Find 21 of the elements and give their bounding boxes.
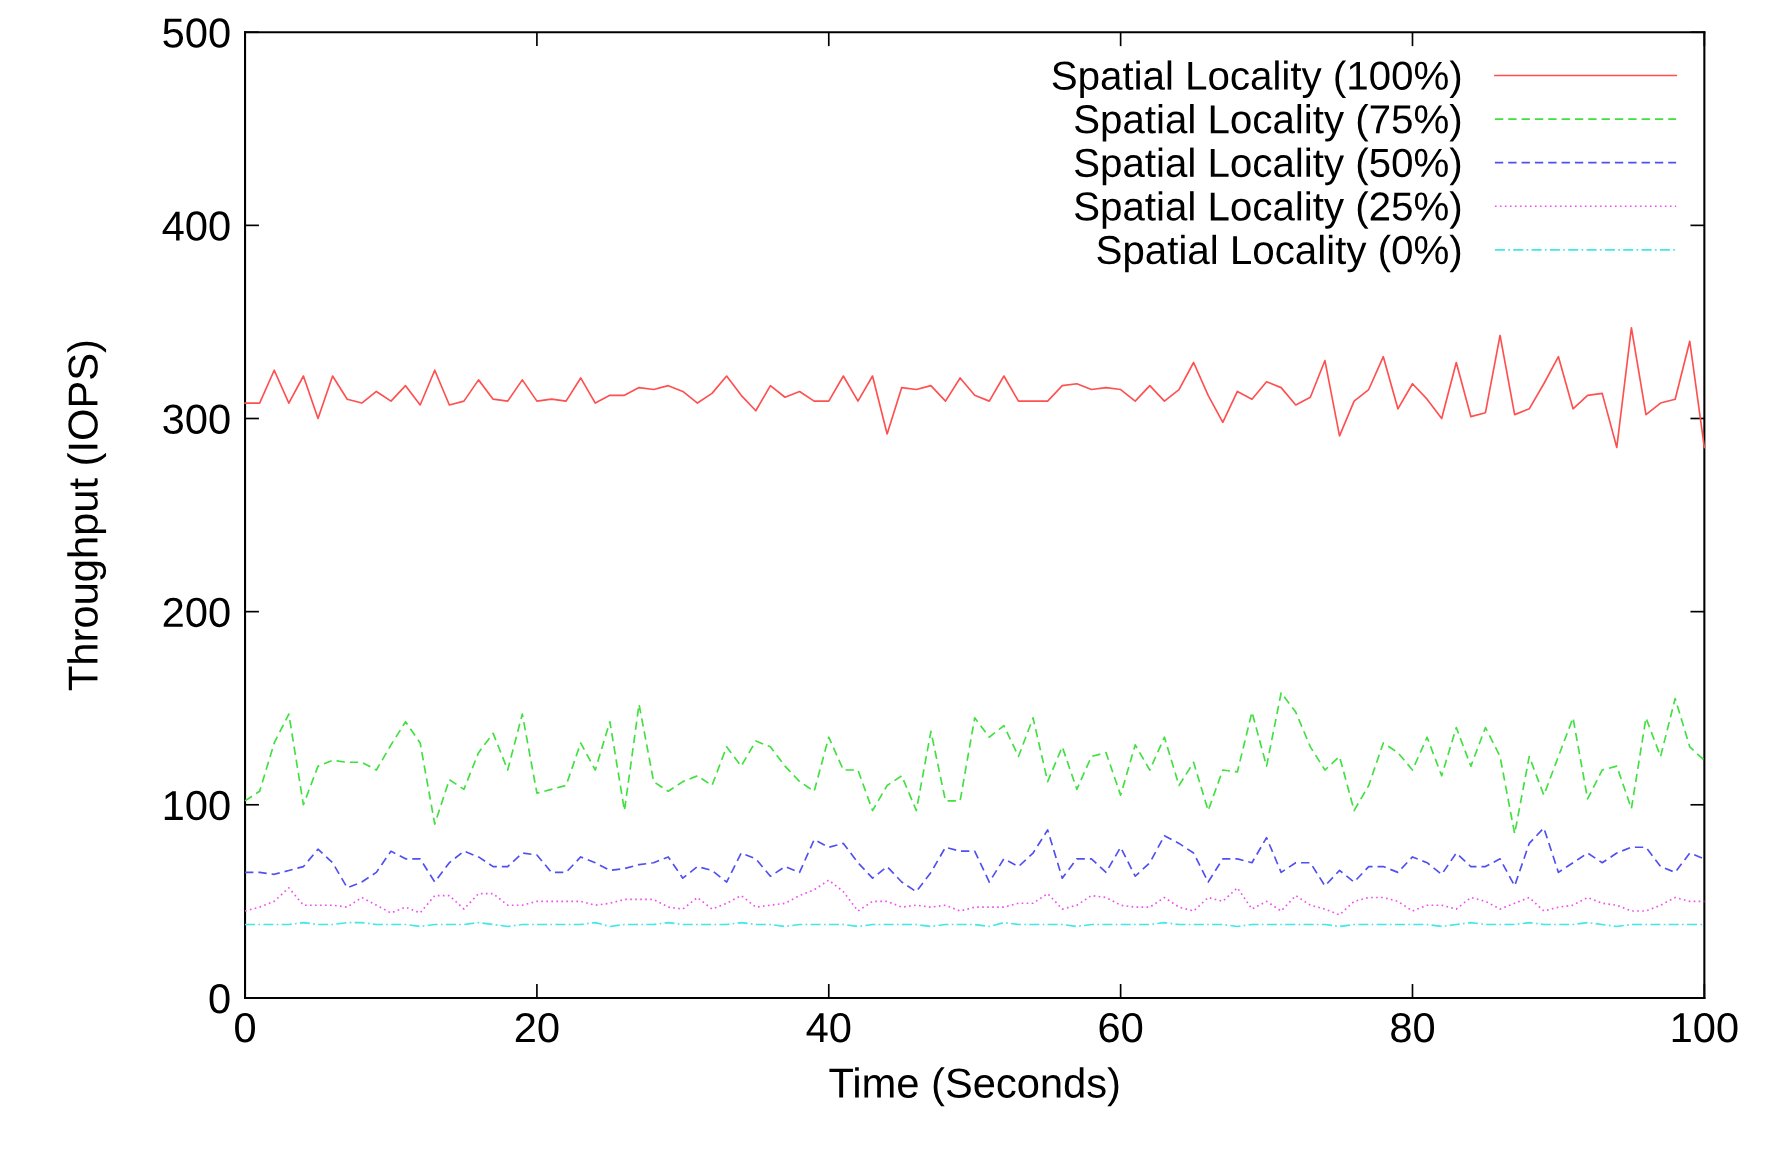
legend-label: Spatial Locality (25%) (1074, 191, 1461, 229)
x-tick-label: 60 (1099, 1012, 1143, 1043)
y-tick-label: 200 (163, 597, 230, 628)
legend-label: Spatial Locality (0%) (1097, 234, 1461, 273)
legend-label: Spatial Locality (50%) (1074, 147, 1461, 186)
legend-label: Spatial Locality (75%) (1074, 104, 1461, 142)
y-tick-label: 100 (164, 790, 230, 821)
y-tick-label: 500 (163, 18, 230, 48)
x-tick-label: 40 (806, 1012, 851, 1043)
x-tick-label: 20 (515, 1012, 559, 1043)
y-tick-label: 400 (162, 211, 230, 241)
line-series (244, 326, 1706, 449)
x-axis-title: Time (Seconds) (829, 1067, 1119, 1107)
line-series (244, 691, 1706, 835)
legend-label: Spatial Locality (100%) (1052, 60, 1461, 98)
y-tick-label: 300 (163, 404, 230, 435)
x-tick-label: 100 (1672, 1012, 1738, 1043)
y-axis-title: Throughput (IOPS) (67, 341, 107, 691)
y-tick-label: 0 (209, 983, 230, 1014)
x-tick-label: 0 (235, 1012, 255, 1043)
x-tick-label: 80 (1391, 1012, 1435, 1043)
